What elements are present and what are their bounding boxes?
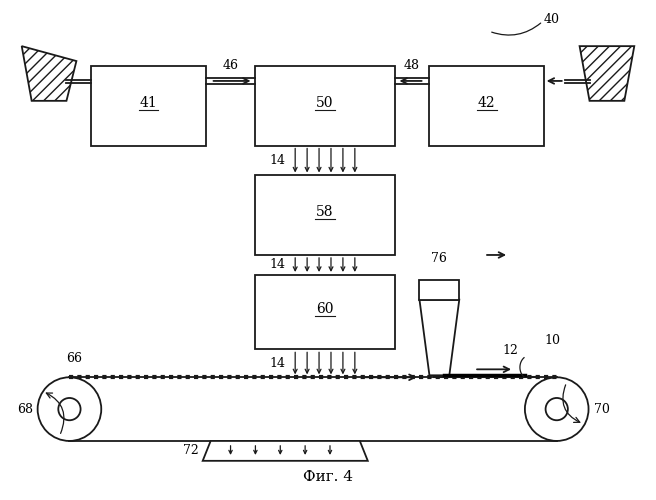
Polygon shape [22,46,76,101]
Text: 76: 76 [432,252,447,265]
Text: Фиг. 4: Фиг. 4 [303,470,353,484]
Text: 48: 48 [404,59,420,72]
Text: 50: 50 [316,96,334,110]
Text: 70: 70 [594,402,609,415]
Text: 10: 10 [544,334,561,347]
Text: 46: 46 [222,59,239,72]
Text: 66: 66 [66,352,83,366]
Bar [255,66,395,146]
Text: 58: 58 [316,205,334,219]
Text: 40: 40 [544,13,560,26]
Bar [255,176,395,255]
Bar [430,66,544,146]
Polygon shape [419,300,459,376]
Text: 41: 41 [140,96,157,110]
Bar [255,275,395,349]
Text: 14: 14 [269,154,285,167]
Text: 12: 12 [502,344,518,358]
Polygon shape [203,441,368,461]
Text: 14: 14 [269,357,285,370]
Polygon shape [580,46,634,101]
Text: 60: 60 [316,302,334,316]
Text: 14: 14 [269,258,285,272]
Bar [419,280,459,299]
Text: 42: 42 [478,96,495,110]
Text: 68: 68 [16,402,33,415]
Bar [91,66,206,146]
Text: 72: 72 [183,444,199,458]
